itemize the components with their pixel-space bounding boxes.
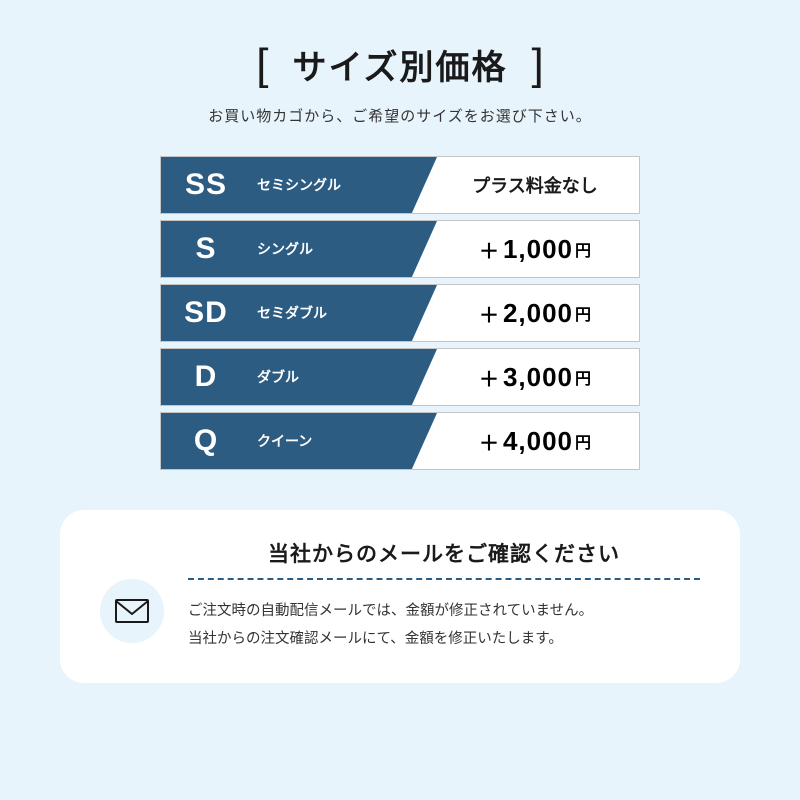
price-amount: 1,000 xyxy=(503,234,573,265)
price-cell: ＋1,000円 xyxy=(411,221,639,277)
size-name: クイーン xyxy=(251,413,411,469)
price-amount: 3,000 xyxy=(503,362,573,393)
title-wrap: [ サイズ別価格 ] xyxy=(60,40,740,89)
size-name: シングル xyxy=(251,221,411,277)
price-row: SSセミシングル プラス料金なし xyxy=(160,156,640,214)
yen-unit: 円 xyxy=(575,237,591,261)
price-cell: プラス料金なし xyxy=(411,157,639,213)
header: [ サイズ別価格 ] お買い物カゴから、ご希望のサイズをお選び下さい。 xyxy=(60,40,740,126)
size-name: ダブル xyxy=(251,349,411,405)
plus-sign: ＋ xyxy=(479,235,499,264)
price-amount: 4,000 xyxy=(503,426,573,457)
notice-line-1: ご注文時の自動配信メールでは、金額が修正されていません。 xyxy=(188,598,700,626)
size-code: D xyxy=(161,349,251,405)
notice-card: 当社からのメールをご確認ください ご注文時の自動配信メールでは、金額が修正されて… xyxy=(60,510,740,683)
price-cell: ＋4,000円 xyxy=(411,413,639,469)
bracket-left: [ xyxy=(256,43,268,87)
bracket-right: ] xyxy=(531,43,543,87)
size-name: セミダブル xyxy=(251,285,411,341)
price-row: Dダブル＋3,000円 xyxy=(160,348,640,406)
subtitle: お買い物カゴから、ご希望のサイズをお選び下さい。 xyxy=(60,105,740,126)
page-title: サイズ別価格 xyxy=(293,40,508,89)
price-cell: ＋3,000円 xyxy=(411,349,639,405)
price-row: Qクイーン＋4,000円 xyxy=(160,412,640,470)
yen-unit: 円 xyxy=(575,301,591,325)
size-code: SD xyxy=(161,285,251,341)
size-code: S xyxy=(161,221,251,277)
yen-unit: 円 xyxy=(575,429,591,453)
size-name: セミシングル xyxy=(251,157,411,213)
notice-content: 当社からのメールをご確認ください ご注文時の自動配信メールでは、金額が修正されて… xyxy=(188,538,700,653)
price-table: SSセミシングルプラス料金なしSシングル＋1,000円SDセミダブル＋2,000… xyxy=(160,156,640,470)
price-text: プラス料金なし xyxy=(472,172,598,198)
plus-sign: ＋ xyxy=(479,427,499,456)
price-row: SDセミダブル＋2,000円 xyxy=(160,284,640,342)
plus-sign: ＋ xyxy=(479,299,499,328)
plus-sign: ＋ xyxy=(479,363,499,392)
notice-line-2: 当社からの注文確認メールにて、金額を修正いたします。 xyxy=(188,626,700,654)
price-row: Sシングル＋1,000円 xyxy=(160,220,640,278)
notice-title: 当社からのメールをご確認ください xyxy=(188,538,700,580)
notice-body: ご注文時の自動配信メールでは、金額が修正されていません。 当社からの注文確認メー… xyxy=(188,598,700,653)
size-code: SS xyxy=(161,157,251,213)
price-amount: 2,000 xyxy=(503,298,573,329)
yen-unit: 円 xyxy=(575,365,591,389)
size-code: Q xyxy=(161,413,251,469)
price-cell: ＋2,000円 xyxy=(411,285,639,341)
mail-icon xyxy=(100,579,164,643)
